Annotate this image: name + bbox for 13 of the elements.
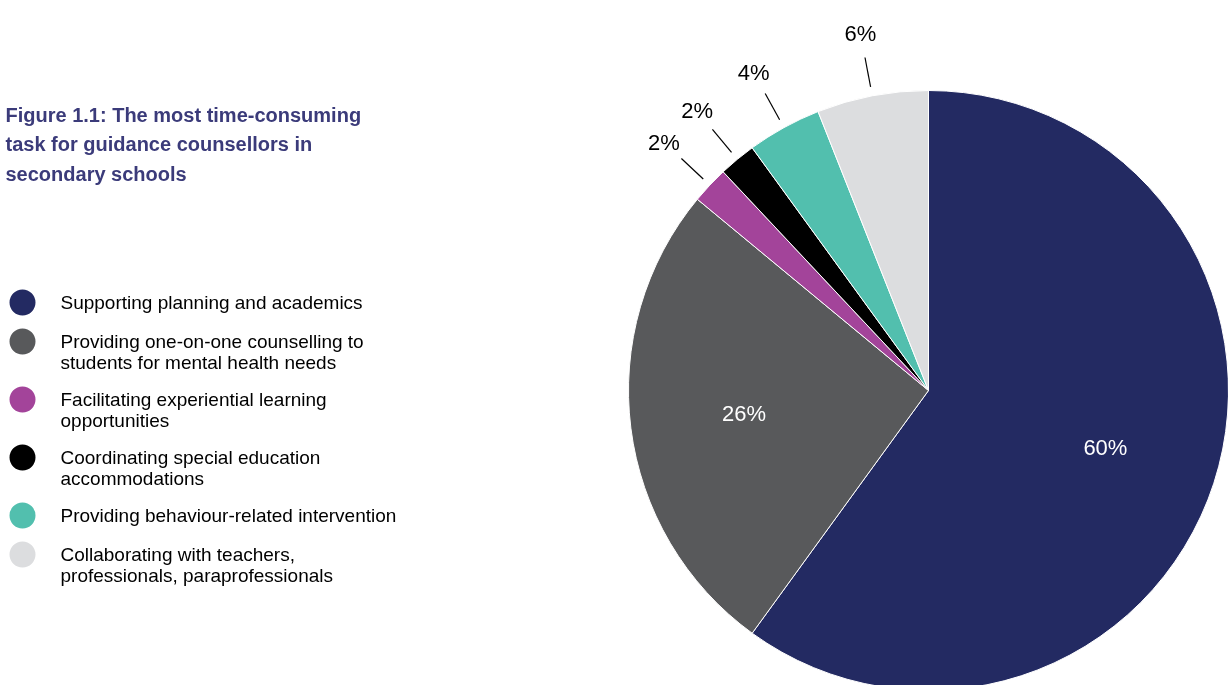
data-label: 26%: [721, 401, 766, 427]
legend-label: Providing one-on-one counselling to students for mental health needs: [60, 330, 364, 373]
data-label: 4%: [737, 59, 770, 85]
legend-label: Providing behaviour-related intervention: [60, 504, 397, 526]
legend-label: Facilitating experiential learning opportunities: [60, 388, 327, 431]
data-label: 2%: [681, 98, 714, 124]
data-label: 60%: [1083, 435, 1128, 461]
legend-label: Supporting planning and academics: [60, 291, 363, 313]
legend-label: Collaborating with teachers, professionals, paraprofessionals: [60, 543, 333, 586]
data-label: 6%: [844, 21, 877, 47]
text: Figure 1.1: The most time-consuming task for guidance counsellors in secondary schools: [5, 103, 362, 185]
data-label: 2%: [647, 129, 680, 155]
legend-label: Coordinating special education accommodations: [60, 446, 321, 489]
